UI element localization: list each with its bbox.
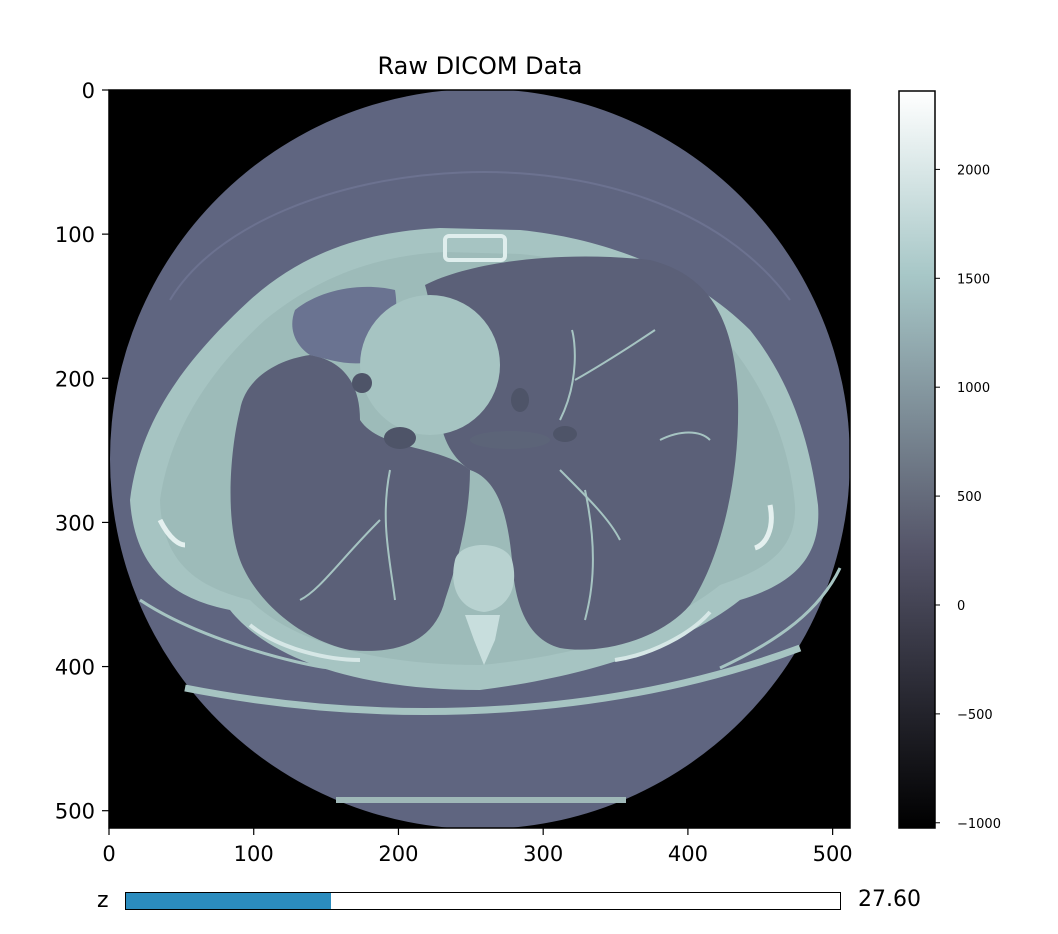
- y-tick-label: 300: [55, 511, 95, 535]
- airway: [352, 373, 372, 393]
- colorbar-tick-label: −1000: [957, 817, 1001, 832]
- airway: [553, 426, 577, 442]
- x-tick-label: 300: [523, 842, 563, 866]
- airway: [511, 388, 529, 412]
- x-tick-label: 0: [102, 842, 115, 866]
- x-tick-label: 100: [234, 842, 274, 866]
- lung-vessels: [299, 329, 711, 621]
- y-tick-label: 100: [55, 223, 95, 247]
- rib: [753, 504, 774, 551]
- table-stripe: [336, 797, 626, 803]
- skin-contour: [169, 171, 791, 301]
- airway: [470, 431, 550, 449]
- rib: [157, 518, 186, 548]
- colorbar-tick-label: −500: [957, 708, 993, 723]
- z-slider-label: z: [97, 888, 109, 913]
- heart: [360, 295, 500, 435]
- y-tick-label: 0: [82, 79, 95, 103]
- x-tick-label: 400: [668, 842, 708, 866]
- vertebra: [453, 545, 515, 612]
- z-slider-fill[interactable]: [126, 893, 332, 909]
- y-axis: 0 100 200 300 400 500: [55, 79, 109, 824]
- z-slider-value: 27.60: [858, 887, 921, 912]
- colorbar-tick-label: 500: [957, 490, 982, 505]
- y-tick-label: 400: [55, 656, 95, 680]
- colorbar-tick-label: 2000: [957, 163, 990, 178]
- chart-title: Raw DICOM Data: [378, 52, 583, 80]
- colorbar-tick-label: 1000: [957, 381, 990, 396]
- lung-left: [425, 256, 739, 650]
- x-axis: 0 100 200 300 400 500: [102, 828, 853, 866]
- table-stripe: [139, 598, 331, 670]
- y-tick-label: 200: [55, 367, 95, 391]
- lung-right: [230, 355, 470, 651]
- rib: [614, 610, 712, 662]
- colorbar-ticks: −1000 −500 0 500 1000 1500 2000: [935, 163, 1001, 832]
- colorbar-tick-label: 0: [957, 599, 965, 614]
- table-stripe: [719, 567, 842, 670]
- image-plot: [109, 90, 850, 828]
- plot-frame: [108, 89, 851, 829]
- spinous-process: [465, 615, 500, 665]
- airway: [384, 427, 416, 449]
- x-tick-label: 500: [813, 842, 853, 866]
- colorbar-tick-label: 1500: [957, 272, 990, 287]
- colorbar: [898, 90, 936, 829]
- z-slider[interactable]: [125, 892, 841, 910]
- sternum: [443, 234, 507, 262]
- rib: [248, 623, 361, 662]
- y-tick-label: 500: [55, 800, 95, 824]
- x-tick-label: 200: [378, 842, 418, 866]
- table-stripe: [184, 644, 802, 715]
